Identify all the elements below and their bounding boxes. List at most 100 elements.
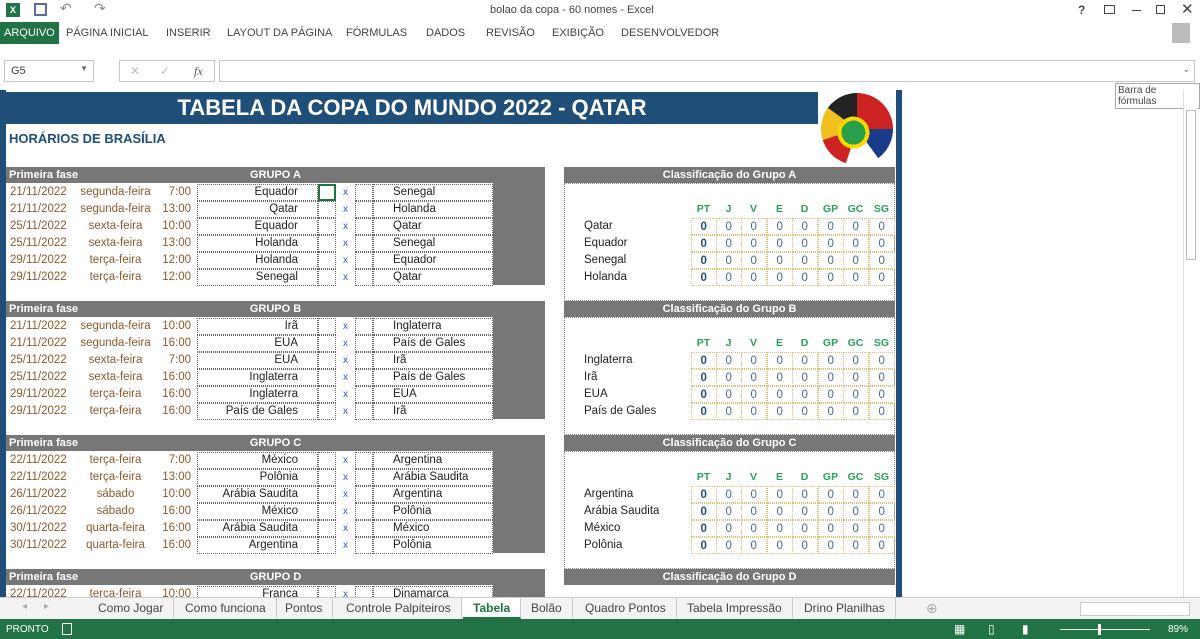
stat-header-j: J (725, 203, 732, 215)
page-layout-view-icon[interactable]: ▯ (988, 622, 995, 636)
macro-record-icon[interactable] (62, 623, 72, 635)
stat-value: 0 (691, 235, 717, 252)
sheet-tab-2[interactable]: Pontos (275, 598, 334, 619)
standings-row: Argentina 0 0 0 0 0 0 0 0 (0, 486, 900, 503)
away-score-input[interactable] (355, 386, 373, 403)
sheet-tab-7[interactable]: Tabela Impressão (677, 598, 793, 619)
home-score-input[interactable] (318, 318, 336, 335)
sheet-tab-5[interactable]: Bolão (521, 598, 573, 619)
ribbon-display-icon[interactable] (1104, 5, 1115, 14)
tab-scroll-left-icon[interactable]: ◂ (22, 601, 28, 612)
new-sheet-icon[interactable]: ⊕ (926, 600, 938, 616)
away-score-input[interactable] (355, 269, 373, 286)
ribbon-tab-0[interactable]: ARQUIVO (0, 22, 59, 44)
home-score-input[interactable] (318, 586, 336, 597)
home-score-input[interactable] (318, 486, 336, 503)
away-score-input[interactable] (355, 469, 373, 486)
home-team: Polônia (259, 471, 298, 483)
home-score-input[interactable] (318, 201, 336, 218)
horizontal-scrollbar[interactable] (1080, 602, 1190, 616)
ribbon-tab-7[interactable]: EXIBIÇÃO (552, 27, 604, 39)
ribbon-tab-4[interactable]: FÓRMULAS (346, 27, 408, 39)
home-score-input[interactable] (318, 235, 336, 252)
ribbon-tab-6[interactable]: REVISÃO (486, 27, 535, 39)
stat-value: 0 (792, 352, 818, 369)
sheet-tab-1[interactable]: Como funciona (175, 598, 277, 619)
away-score-input[interactable] (355, 318, 373, 335)
zoom-level[interactable]: 89% (1168, 624, 1189, 635)
home-score-input[interactable] (318, 452, 336, 469)
chevron-down-icon[interactable]: ▼ (80, 64, 88, 73)
home-score-input[interactable] (318, 184, 336, 201)
home-team-cell (197, 537, 318, 554)
home-score-input[interactable] (318, 403, 336, 420)
away-score-input[interactable] (355, 486, 373, 503)
away-score-input[interactable] (355, 235, 373, 252)
away-score-input[interactable] (355, 252, 373, 269)
away-score-input[interactable] (355, 352, 373, 369)
formula-input[interactable]: ⌄ (219, 60, 1195, 82)
home-score-input[interactable] (318, 520, 336, 537)
left-border (0, 90, 6, 597)
standings-row: Inglaterra 0 0 0 0 0 0 0 0 (0, 352, 900, 369)
home-score-input[interactable] (318, 537, 336, 554)
away-score-input[interactable] (355, 218, 373, 235)
sheet-tab-3[interactable]: Controle Palpiteiros (336, 598, 462, 619)
away-score-input[interactable] (355, 520, 373, 537)
cancel-icon[interactable]: ✕ (130, 64, 141, 78)
home-score-input[interactable] (318, 352, 336, 369)
away-score-input[interactable] (355, 335, 373, 352)
zoom-slider[interactable] (1060, 624, 1150, 635)
help-icon[interactable]: ? (1078, 3, 1086, 17)
away-score-input[interactable] (355, 184, 373, 201)
home-score-input[interactable] (318, 469, 336, 486)
minimize-icon[interactable] (1132, 10, 1141, 11)
home-score-input[interactable] (318, 386, 336, 403)
scrollbar-thumb[interactable] (1186, 110, 1196, 260)
match-weekday: segunda-feira (80, 337, 151, 349)
away-score-input[interactable] (355, 503, 373, 520)
user-avatar[interactable] (1172, 23, 1190, 43)
match-date: 22/11/2022 (10, 471, 67, 483)
ribbon-tab-1[interactable]: PÁGINA INICIAL (66, 27, 149, 39)
stat-value: 0 (767, 269, 793, 286)
close-icon[interactable]: ✕ (1181, 1, 1194, 18)
redo-icon[interactable]: ↷ (94, 0, 106, 16)
expand-formula-icon[interactable]: ⌄ (1182, 64, 1190, 74)
home-score-input[interactable] (318, 218, 336, 235)
sheet-tab-4[interactable]: Tabela (463, 598, 522, 619)
home-score-input[interactable] (318, 269, 336, 286)
maximize-icon[interactable] (1156, 5, 1165, 14)
stat-value: 0 (792, 386, 818, 403)
away-score-input[interactable] (355, 369, 373, 386)
ribbon-tab-5[interactable]: DADOS (426, 27, 466, 39)
ribbon-tab-8[interactable]: DESENVOLVEDOR (621, 27, 720, 39)
sheet-tab-0[interactable]: Como Jogar (88, 598, 175, 619)
worksheet[interactable]: TABELA DA COPA DO MUNDO 2022 - QATAR HOR… (0, 88, 1200, 597)
ribbon-tab-3[interactable]: LAYOUT DA PÁGINA (227, 27, 333, 39)
undo-icon[interactable]: ↶ (60, 0, 72, 16)
name-box[interactable]: G5 ▼ (4, 60, 94, 82)
away-score-input[interactable] (355, 403, 373, 420)
vertical-scrollbar[interactable] (1183, 90, 1197, 597)
away-score-input[interactable] (355, 586, 373, 597)
stat-value: 0 (869, 269, 895, 286)
home-score-input[interactable] (318, 503, 336, 520)
home-score-input[interactable] (318, 369, 336, 386)
ribbon-tab-2[interactable]: INSERIR (166, 27, 211, 39)
home-score-input[interactable] (318, 335, 336, 352)
save-icon[interactable] (34, 3, 47, 16)
home-team: Holanda (255, 254, 298, 266)
away-score-input[interactable] (355, 452, 373, 469)
enter-icon[interactable]: ✓ (160, 64, 171, 78)
stat-value: 0 (691, 537, 717, 554)
tab-scroll-right-icon[interactable]: ▸ (44, 601, 50, 612)
home-score-input[interactable] (318, 252, 336, 269)
normal-view-icon[interactable]: ▦ (954, 622, 966, 636)
away-score-input[interactable] (355, 201, 373, 218)
insert-function-icon[interactable]: fx (194, 64, 203, 78)
away-score-input[interactable] (355, 537, 373, 554)
sheet-tab-8[interactable]: Drino Planilhas (794, 598, 896, 619)
sheet-tab-6[interactable]: Quadro Pontos (575, 598, 677, 619)
page-break-view-icon[interactable]: ▮ (1022, 622, 1029, 636)
